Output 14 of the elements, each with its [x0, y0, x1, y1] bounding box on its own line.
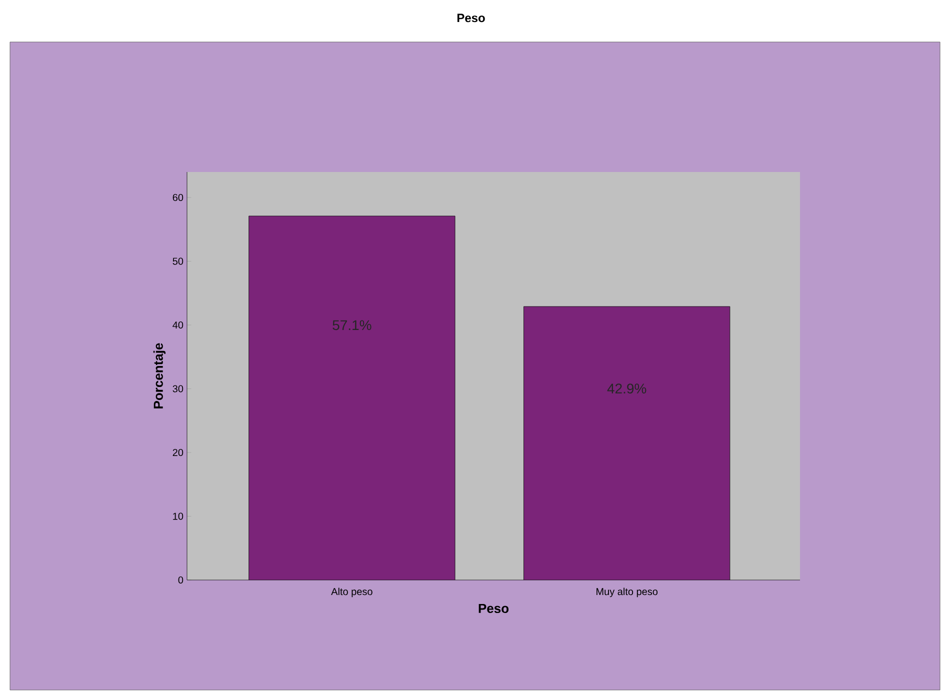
data-label: 57.1%	[332, 320, 372, 330]
y-tick-label: 30	[172, 385, 184, 392]
y-tick-label: 60	[172, 194, 184, 202]
y-axis-title: Porcentaje	[153, 343, 166, 408]
x-tick-label: Alto peso	[331, 588, 372, 598]
y-tick-label: 20	[172, 448, 184, 456]
chart-title: Peso	[457, 14, 485, 22]
y-tick-label: 40	[172, 321, 184, 329]
y-tick-label: 0	[178, 576, 184, 584]
x-tick-label: Muy alto peso	[596, 588, 658, 598]
x-axis-title: Peso	[478, 604, 509, 613]
y-tick-label: 50	[172, 258, 184, 265]
y-tick-label: 10	[173, 512, 184, 520]
data-label: 42.9%	[607, 384, 646, 394]
